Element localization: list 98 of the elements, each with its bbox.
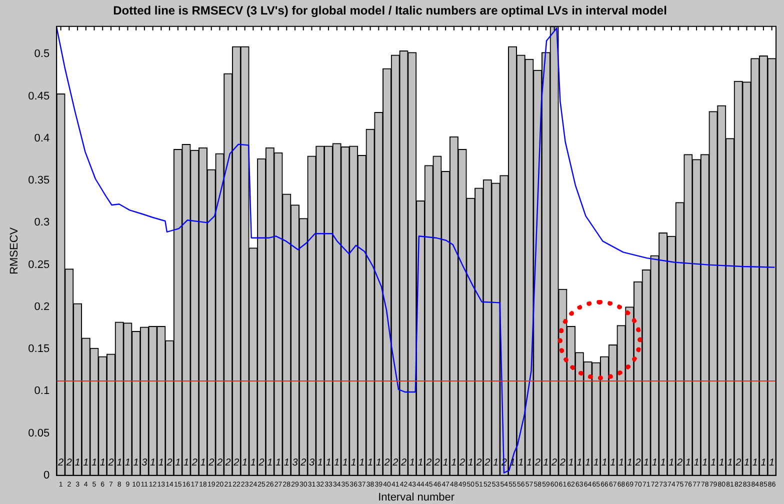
annotation: 1 bbox=[418, 458, 424, 469]
annotation: 2 bbox=[676, 458, 684, 469]
annotation: 2 bbox=[534, 458, 541, 469]
annotation: 1 bbox=[526, 458, 532, 469]
annotation: 3 bbox=[308, 458, 315, 469]
annotation: 1 bbox=[744, 458, 750, 469]
annotation: 1 bbox=[468, 458, 474, 469]
y-axis-title: RMSECV bbox=[8, 226, 21, 274]
y-tick-label: 0.15 bbox=[28, 343, 50, 356]
annotation: 2 bbox=[300, 458, 307, 469]
x-axis-title: Interval number bbox=[378, 491, 455, 504]
annotation: 1 bbox=[276, 458, 282, 469]
annotation: 1 bbox=[602, 458, 608, 469]
annotation: 1 bbox=[83, 458, 89, 469]
annotation: 1 bbox=[74, 458, 80, 469]
annotation: 1 bbox=[593, 458, 599, 469]
annotation: 1 bbox=[694, 458, 700, 469]
annotation: 1 bbox=[284, 458, 290, 469]
y-tick-label: 0.1 bbox=[34, 385, 50, 398]
annotation: 1 bbox=[242, 458, 248, 469]
annotation: 1 bbox=[685, 458, 691, 469]
annotation: 1 bbox=[576, 458, 582, 469]
annotation: 1 bbox=[409, 458, 415, 469]
annotation: 2 bbox=[65, 458, 72, 469]
annotation: 1 bbox=[334, 458, 340, 469]
annotation: 1 bbox=[91, 458, 98, 469]
annotation: 1 bbox=[442, 458, 448, 469]
y-tick-label: 0 bbox=[43, 469, 50, 482]
annotation: 1 bbox=[124, 458, 130, 469]
annotation: 1 bbox=[359, 458, 365, 469]
annotation: 3 bbox=[292, 458, 298, 469]
annotation: 1 bbox=[718, 458, 724, 469]
annotation: 1 bbox=[100, 458, 106, 469]
annotation: 1 bbox=[727, 458, 733, 469]
annotation: 1 bbox=[326, 458, 332, 469]
y-tick-label: 0.2 bbox=[34, 300, 50, 313]
annotation: 2 bbox=[57, 458, 64, 469]
annotation: 1 bbox=[492, 458, 499, 469]
annotation: 1 bbox=[200, 458, 206, 469]
y-tick-label: 0.3 bbox=[34, 216, 50, 229]
annotation: 2 bbox=[475, 458, 482, 469]
annotation: 1 bbox=[585, 458, 591, 469]
annotation: 1 bbox=[752, 458, 758, 469]
annotation: 1 bbox=[342, 458, 348, 469]
y-tick-label: 0.5 bbox=[34, 48, 50, 60]
annotation: 1 bbox=[183, 458, 190, 469]
annotation: 2 bbox=[425, 458, 432, 469]
annotation: 2 bbox=[224, 458, 232, 469]
annotation: 1 bbox=[652, 458, 658, 469]
annotation: 2 bbox=[258, 458, 265, 469]
annotation: 2 bbox=[107, 458, 114, 469]
annotation: 2 bbox=[558, 458, 566, 469]
annotation: 2 bbox=[458, 458, 466, 469]
annotation: 1 bbox=[610, 458, 616, 469]
annotation: 1 bbox=[317, 458, 323, 469]
annotation: 1 bbox=[618, 458, 624, 469]
y-tick-label: 0.4 bbox=[34, 132, 50, 144]
annotation: 1 bbox=[644, 458, 650, 469]
annotation: 2 bbox=[216, 458, 223, 469]
annotation: 2 bbox=[634, 458, 642, 469]
annotation: 1 bbox=[769, 458, 775, 469]
annotation: 1 bbox=[760, 458, 766, 469]
annotation: 1 bbox=[175, 458, 181, 469]
annotation: 1 bbox=[518, 458, 524, 469]
annotation: 1 bbox=[133, 458, 139, 469]
annotation: 1 bbox=[267, 458, 273, 469]
annotation: 2 bbox=[166, 458, 173, 469]
annotation: 1 bbox=[626, 458, 632, 469]
annotation: 2 bbox=[484, 458, 491, 469]
annotation: 1 bbox=[660, 458, 666, 469]
annotation: 2 bbox=[400, 458, 407, 469]
annotation: 1 bbox=[710, 458, 716, 469]
annotation: 2 bbox=[433, 458, 440, 469]
y-tick-label: 0.35 bbox=[28, 174, 50, 187]
annotation: 1 bbox=[702, 458, 708, 469]
annotation: 1 bbox=[368, 458, 374, 469]
annotation: 2 bbox=[383, 458, 390, 469]
annotation: 1 bbox=[150, 458, 156, 469]
annotation: 1 bbox=[250, 458, 256, 469]
annotation: 3 bbox=[142, 458, 148, 469]
annotation: 2 bbox=[208, 458, 215, 469]
y-tick-label: 0.05 bbox=[28, 427, 50, 440]
annotation: 1 bbox=[376, 458, 382, 469]
annotation: 1 bbox=[350, 458, 356, 469]
annotation: 1 bbox=[543, 458, 549, 469]
annotation: 1 bbox=[158, 458, 164, 469]
annotation: 2 bbox=[190, 458, 198, 469]
annotation: 1 bbox=[116, 458, 122, 469]
annotation: 2 bbox=[734, 458, 742, 469]
annotation: 1 bbox=[451, 458, 457, 469]
y-tick-label: 0.45 bbox=[28, 90, 50, 102]
y-tick-label: 0.25 bbox=[28, 258, 50, 271]
annotation: 2 bbox=[232, 458, 240, 469]
chart-title: Dotted line is RMSECV (3 LV's) for global model / Italic numbers are optimal LVs in interval model bbox=[113, 4, 667, 18]
annotation: 1 bbox=[568, 458, 574, 469]
annotation: 2 bbox=[392, 458, 399, 469]
annotation: 2 bbox=[550, 458, 558, 469]
annotation: 1 bbox=[668, 458, 674, 469]
